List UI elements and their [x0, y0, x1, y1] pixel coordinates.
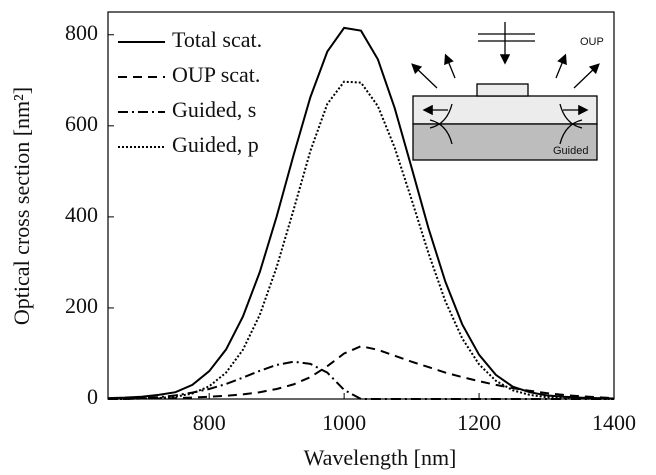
- line-series: [108, 80, 614, 400]
- plot-frame: [107, 11, 615, 400]
- legend-label: OUP scat.: [172, 62, 260, 87]
- legend-label: Guided, p: [172, 132, 259, 157]
- inset-label: Guided: [553, 145, 588, 157]
- y-tick-label: 800: [65, 20, 98, 45]
- y-tick-label: 200: [65, 293, 98, 318]
- inset-diagram: [411, 22, 600, 161]
- y-axis-label: Optical cross section [nm²]: [9, 87, 34, 325]
- y-tick-label: 0: [87, 384, 98, 409]
- x-tick-label: 800: [193, 410, 226, 435]
- x-tick-label: 1000: [322, 410, 366, 435]
- line-series: [108, 345, 615, 400]
- inset-label: OUP: [580, 36, 604, 48]
- line-series: [107, 26, 615, 400]
- x-axis-label: Wavelength [nm]: [304, 445, 457, 470]
- y-tick-label: 400: [65, 202, 98, 227]
- legend-label: Guided, s: [172, 97, 256, 122]
- x-tick-label: 1200: [457, 410, 501, 435]
- legend-label: Total scat.: [172, 27, 262, 52]
- x-tick-label: 1400: [592, 410, 636, 435]
- y-tick-label: 600: [65, 111, 98, 136]
